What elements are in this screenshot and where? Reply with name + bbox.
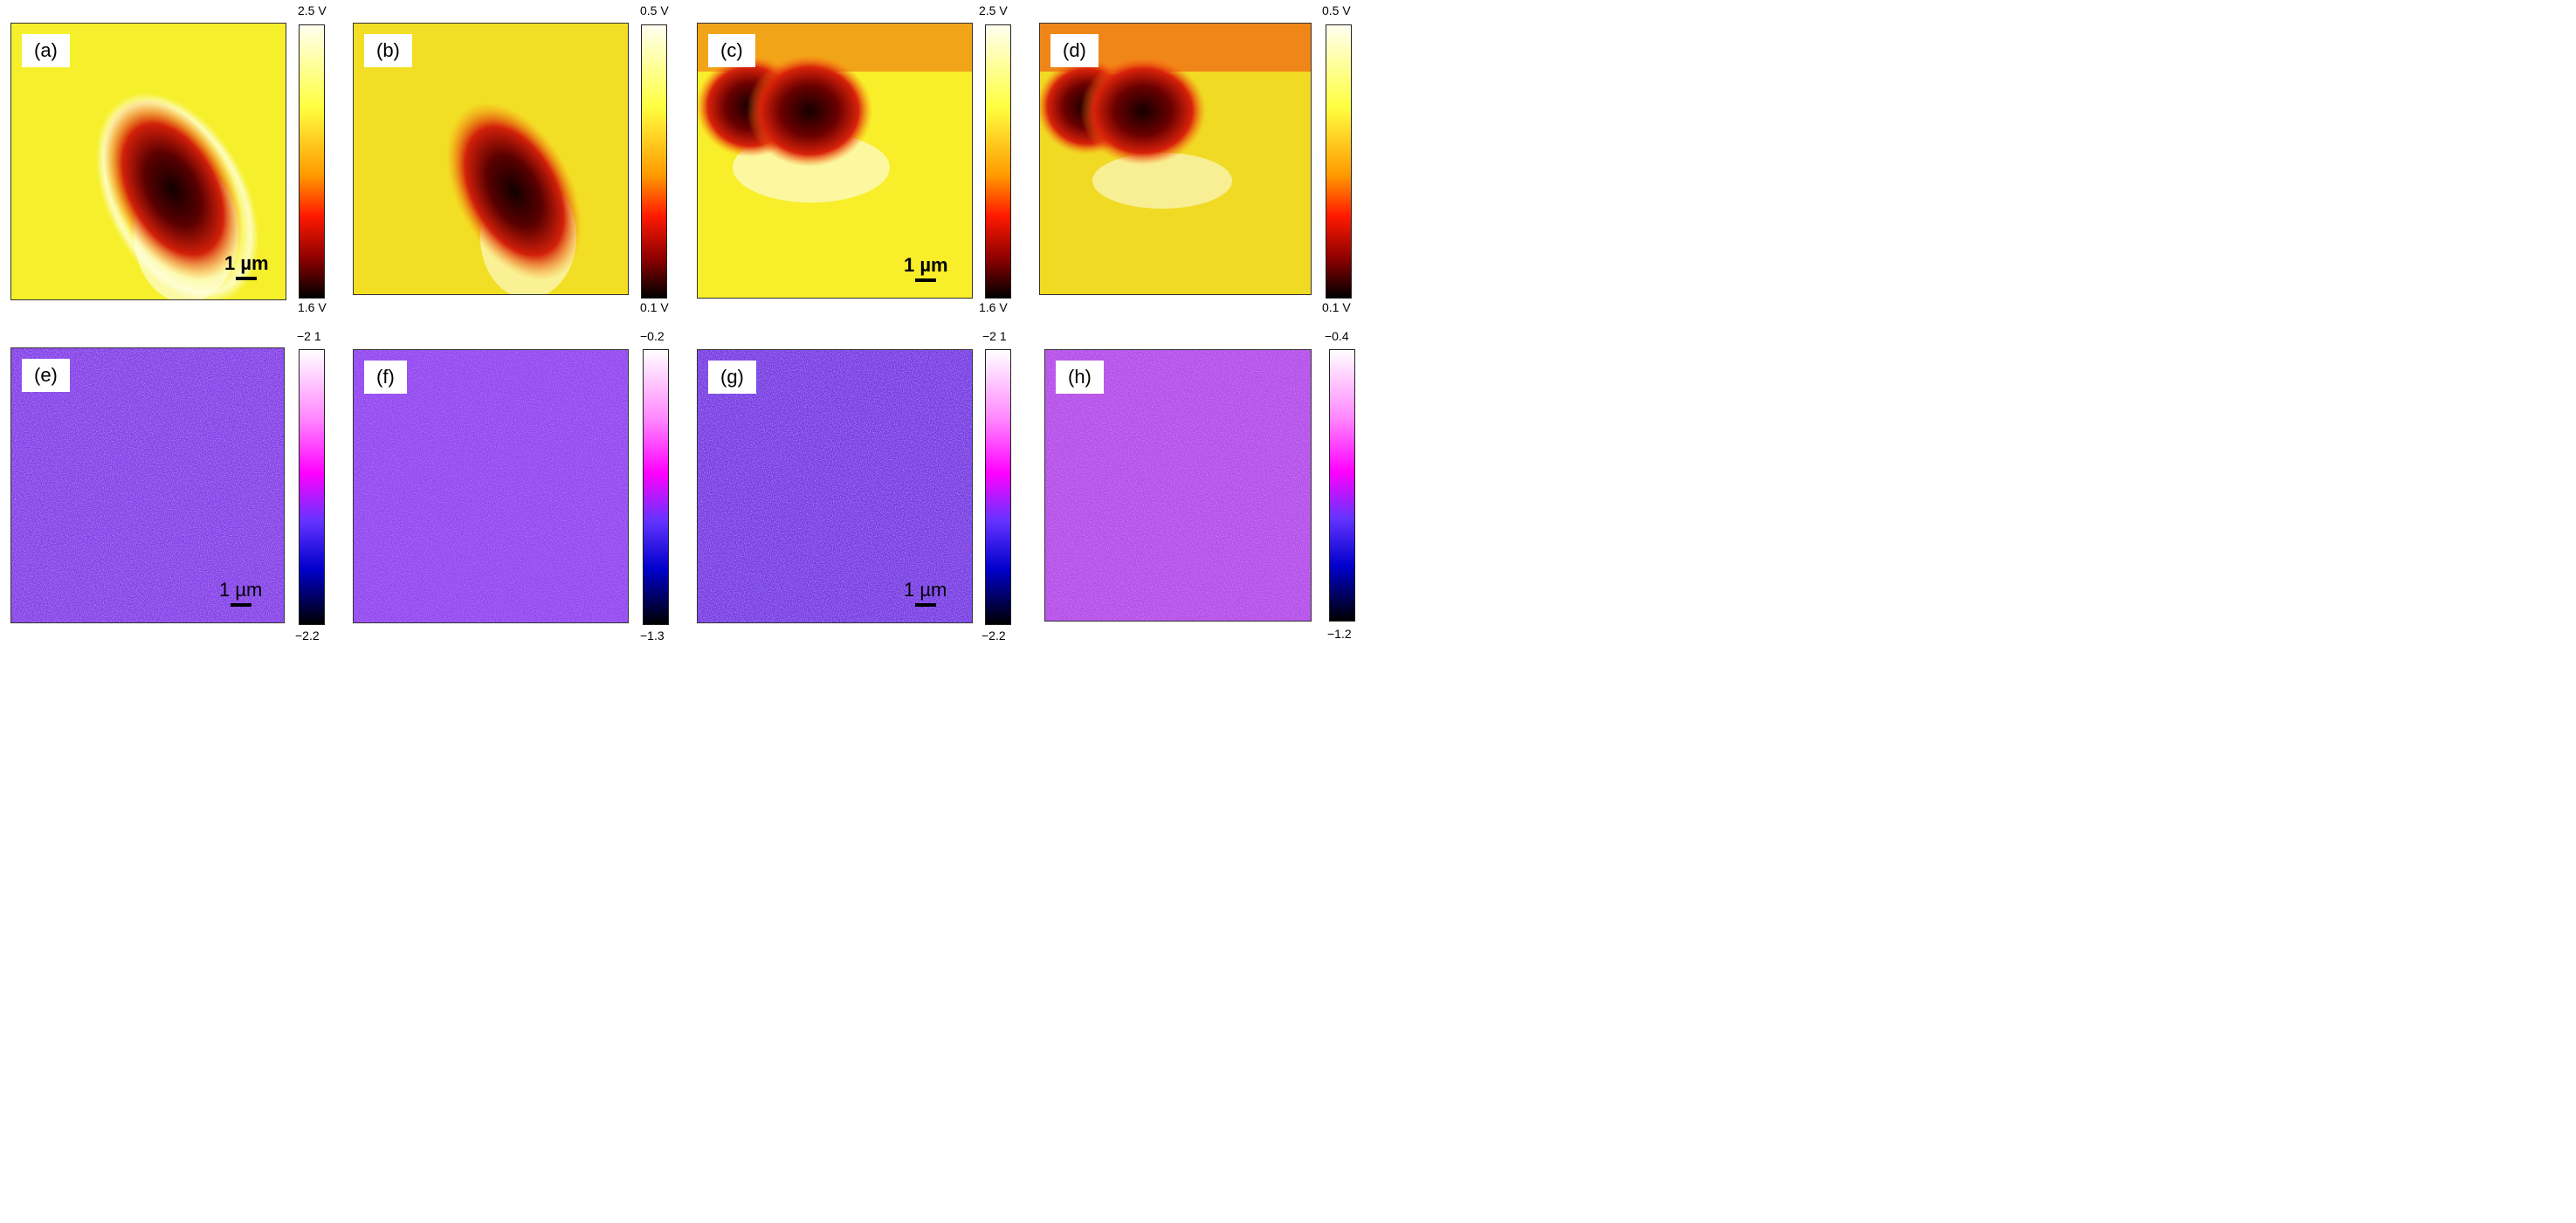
panel-label-b: (b) — [364, 34, 412, 67]
panel-label-d: (d) — [1050, 34, 1099, 67]
colorbar-min-h: −1.2 — [1327, 627, 1352, 641]
kpfm-map-e — [11, 348, 284, 622]
colorbar-f — [643, 349, 669, 625]
scale-bar-line-c — [915, 278, 937, 282]
scale-bar-label-a: 1 µm — [224, 252, 269, 274]
colorbar-min-a: 1.6 V — [298, 300, 327, 314]
image-map-b: (b) — [353, 23, 629, 295]
colorbar-max-d: 0.5 V — [1322, 3, 1351, 17]
colorbar-max-e: −2 1 — [297, 329, 321, 343]
image-map-g: (g) 1 µm — [697, 349, 973, 623]
colorbar-max-f: −0.2 — [640, 329, 665, 343]
colorbar-min-c: 1.6 V — [979, 300, 1008, 314]
panel-label-e: (e) — [22, 359, 70, 392]
colorbar-max-c: 2.5 V — [979, 3, 1008, 17]
scale-bar-label-c: 1 µm — [904, 254, 948, 276]
colorbar-e — [299, 349, 325, 625]
image-map-d: (d) — [1039, 23, 1312, 295]
kpfm-map-d — [1040, 24, 1311, 294]
panel-label-c: (c) — [708, 34, 755, 67]
kpfm-map-c — [698, 24, 972, 298]
kpfm-map-f — [354, 350, 628, 622]
image-map-c: (c) 1 µm — [697, 23, 973, 299]
colorbar-a — [299, 24, 325, 299]
scale-bar-line-a — [236, 277, 258, 280]
colorbar-min-f: −1.3 — [640, 629, 665, 642]
colorbar-g — [985, 349, 1011, 625]
colorbar-max-a: 2.5 V — [298, 3, 327, 17]
scale-bar-e: 1 µm — [219, 579, 262, 607]
colorbar-c — [985, 24, 1011, 299]
colorbar-max-g: −2 1 — [982, 329, 1007, 343]
kpfm-map-a — [11, 24, 286, 299]
scale-bar-line-e — [230, 603, 251, 607]
colorbar-min-d: 0.1 V — [1322, 300, 1351, 314]
image-map-h: (h) — [1044, 349, 1312, 622]
image-map-a: (a) 1 µm — [10, 23, 286, 300]
colorbar-max-b: 0.5 V — [640, 3, 669, 17]
image-map-e: (e) 1 µm — [10, 347, 285, 623]
panel-label-f: (f) — [364, 361, 407, 394]
colorbar-b — [641, 24, 667, 299]
colorbar-max-h: −0.4 — [1325, 329, 1349, 343]
colorbar-min-e: −2.2 — [295, 629, 320, 642]
panel-label-g: (g) — [708, 361, 756, 394]
panel-label-a: (a) — [22, 34, 70, 67]
image-map-f: (f) — [353, 349, 629, 623]
kpfm-map-b — [354, 24, 628, 294]
panel-label-h: (h) — [1056, 361, 1104, 394]
kpfm-map-h — [1045, 350, 1311, 621]
kpfm-map-g — [698, 350, 972, 622]
scale-bar-label-g: 1 µm — [904, 579, 947, 601]
colorbar-min-g: −2.2 — [981, 629, 1006, 642]
scale-bar-g: 1 µm — [904, 579, 947, 607]
scale-bar-line-g — [914, 603, 936, 607]
colorbar-min-b: 0.1 V — [640, 300, 669, 314]
scale-bar-label-e: 1 µm — [219, 579, 263, 601]
scale-bar-a: 1 µm — [224, 252, 269, 280]
scale-bar-c: 1 µm — [904, 254, 948, 282]
colorbar-h — [1329, 349, 1355, 622]
colorbar-d — [1326, 24, 1352, 299]
